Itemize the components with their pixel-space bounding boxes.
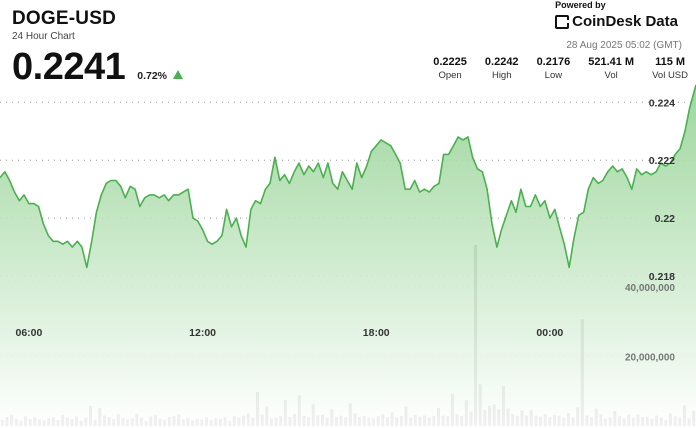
chart-period-label: 24 Hour Chart	[12, 31, 75, 42]
up-arrow-icon	[173, 70, 184, 79]
price-area	[0, 84, 696, 427]
stat-value: 115 M	[655, 56, 686, 68]
price-tick-label: 0.224	[649, 97, 675, 109]
time-tick-label: 00:00	[536, 327, 563, 339]
stat-high: 0.2242 High	[485, 55, 519, 82]
volume-tick-label: 40,000,000	[625, 283, 675, 294]
timestamp: 28 Aug 2025 05:02 (GMT)	[566, 40, 682, 51]
time-tick-label: 12:00	[189, 327, 216, 339]
price-area-fill	[0, 84, 696, 427]
price-tick-label: 0.222	[649, 155, 675, 167]
percent-change: 0.72%	[137, 70, 168, 82]
stat-volume: 521.41 M Vol	[588, 55, 634, 82]
stat-low: 0.2176 Low	[537, 55, 571, 82]
price-tick-label: 0.218	[649, 271, 675, 283]
ticker-symbol: DOGE-USD	[12, 8, 116, 29]
stats-panel: 0.2225 Open 0.2242 High 0.2176 Low 521.4…	[415, 55, 688, 82]
stat-value: 521.41 M	[588, 56, 635, 68]
powered-by-label: Powered by	[555, 0, 606, 10]
time-tick-label: 18:00	[363, 327, 390, 339]
time-tick-label: 06:00	[16, 327, 43, 339]
coindesk-logo-icon	[555, 14, 571, 29]
stat-label: Open	[438, 70, 462, 81]
stat-value: 0.2225	[433, 56, 467, 68]
stat-open: 0.2225 Open	[433, 55, 467, 82]
stat-value: 0.2242	[484, 56, 519, 68]
stat-label: High	[491, 70, 512, 81]
brand-name: CoinDesk Data	[572, 13, 678, 30]
price-row: 0.2241 0.72%	[12, 46, 184, 88]
brand-badge[interactable]: Powered by CoinDesk Data	[555, 0, 678, 30]
stat-label: Vol USD	[652, 70, 688, 81]
volume-tick-label: 20,000,000	[625, 352, 675, 363]
stat-volume-usd: 115 M Vol USD	[652, 55, 688, 82]
ticker-header: DOGE-USD 24 Hour Chart 0.2241 0.72%	[12, 8, 184, 88]
price-tick-label: 0.22	[655, 213, 676, 225]
stat-label: Vol	[604, 70, 618, 81]
stat-label: Low	[544, 70, 563, 81]
price-line	[0, 84, 696, 269]
stat-value: 0.2176	[536, 56, 571, 68]
current-price: 0.2241	[12, 46, 126, 88]
brand-name-row: CoinDesk Data	[555, 13, 678, 30]
